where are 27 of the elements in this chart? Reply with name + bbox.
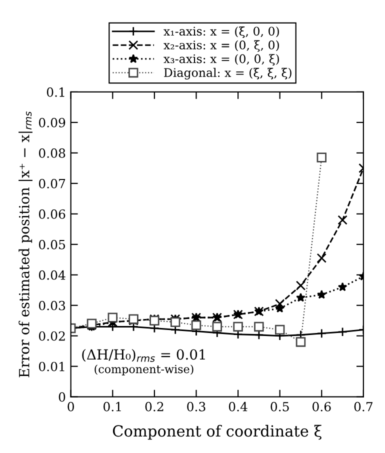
y-axis-title: Error of estimated position |x⁺ − x|$_{rms}$ [18,111,32,378]
y-tick-label: 0.05 [38,240,66,250]
y-tick-label: 0 [58,392,66,402]
y-tick-label: 0.1 [46,87,64,97]
y-tick-label: 0.08 [38,148,66,158]
y-tick-label: 0.04 [38,270,66,280]
y-tick-label: 0.01 [38,362,64,372]
x-tick-label: 0.3 [187,402,206,412]
x-tick-label: 0.5 [270,402,289,412]
y-tick-label: 0.06 [38,209,66,219]
y-tick-label: 0.07 [38,178,66,188]
x-tick-label: 0.2 [145,402,164,412]
x-tick-label: 0.7 [354,402,372,412]
y-tick-label: 0.03 [38,300,66,310]
legend-label: x₃-axis: x = (0, 0, ξ) [164,54,279,66]
legend-label: x₂-axis: x = (0, ξ, 0) [164,40,279,52]
annotation: (component-wise) [94,364,194,376]
x-tick-label: 0.6 [312,402,331,412]
x-tick-label: 0.1 [104,402,121,412]
x-tick-label: 0 [68,402,74,412]
legend-label: x₁-axis: x = (ξ, 0, 0) [164,26,279,38]
y-tick-label: 0.09 [38,118,66,128]
x-tick-label: 0.4 [228,402,248,412]
y-tick-label: 0.02 [38,331,65,341]
annotation: (ΔH/H₀)$_{rms}$ = 0.01 [82,348,205,362]
legend-label: Diagonal: x = (ξ, ξ, ξ) [164,68,292,80]
x-axis-title: Component of coordinate ξ [112,424,322,440]
